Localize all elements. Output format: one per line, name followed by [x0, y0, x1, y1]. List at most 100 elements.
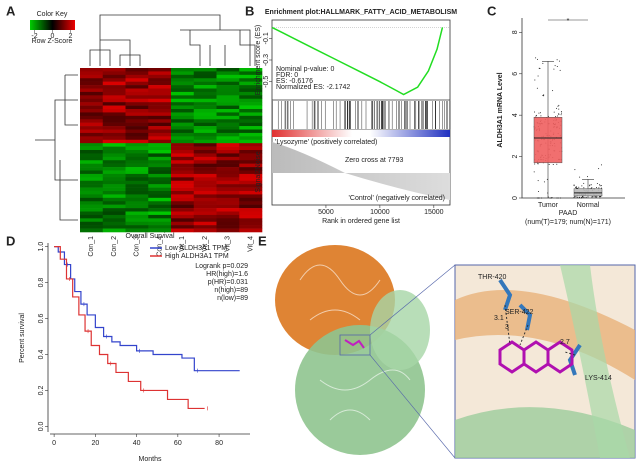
heat-cell — [171, 68, 195, 72]
jitter-point — [598, 187, 600, 189]
signal-area — [272, 142, 450, 200]
heat-cell — [148, 126, 172, 130]
heat-cell — [216, 146, 240, 151]
heat-cell — [125, 214, 149, 219]
heat-cell — [193, 221, 217, 226]
heat-cell — [171, 177, 195, 182]
heat-cell — [216, 221, 240, 226]
heat-cell — [148, 211, 172, 216]
y-tick-label: 4 — [512, 113, 519, 117]
heat-cell — [102, 71, 126, 76]
heat-cell — [216, 68, 240, 72]
heat-cell — [193, 184, 217, 188]
heat-cell — [216, 122, 240, 127]
jitter-point — [543, 181, 545, 183]
jitter-point — [538, 190, 540, 192]
column-label: Vit_1 — [179, 236, 186, 252]
heat-cell — [171, 214, 195, 219]
heat-cell — [102, 218, 126, 223]
heat-cell — [125, 143, 149, 147]
heat-cell — [193, 139, 217, 144]
heat-cell — [216, 156, 240, 161]
heat-cell — [102, 208, 126, 212]
jitter-point — [535, 57, 537, 59]
heat-cell — [216, 208, 240, 212]
heat-cell — [193, 109, 217, 113]
heat-cell — [102, 197, 126, 202]
heat-cell — [216, 180, 240, 185]
heat-cell — [239, 105, 263, 110]
heat-cell — [148, 153, 172, 158]
jitter-point — [576, 186, 578, 188]
heat-cell — [193, 153, 217, 158]
heat-cell — [239, 119, 263, 123]
heat-cell — [171, 122, 195, 127]
heat-cell — [193, 204, 217, 209]
jitter-point — [590, 184, 592, 186]
heat-cell — [239, 218, 263, 223]
heat-cell — [148, 218, 172, 223]
heat-cell — [193, 150, 217, 154]
heat-cell — [239, 201, 263, 205]
heat-cell — [102, 112, 126, 117]
heat-cell — [239, 204, 263, 209]
jitter-point — [542, 95, 544, 97]
heat-cell — [102, 105, 126, 110]
heat-cell — [102, 68, 126, 72]
heat-cell — [171, 191, 195, 195]
heat-cell — [80, 170, 104, 175]
heat-cell — [102, 115, 126, 120]
jitter-point — [554, 65, 556, 67]
heat-cell — [171, 194, 195, 199]
heat-cell — [80, 136, 104, 141]
heat-cell — [171, 150, 195, 154]
heat-cell — [193, 208, 217, 212]
heat-cell — [125, 204, 149, 209]
jitter-point — [561, 112, 563, 114]
survival-curve — [54, 245, 205, 410]
heat-cell — [125, 126, 149, 130]
heat-cell — [216, 136, 240, 141]
heat-cell — [125, 119, 149, 123]
distance-label: 3.1 — [494, 315, 504, 322]
jitter-point — [556, 197, 558, 199]
legend-label: High ALDH3A1 TPM — [165, 253, 229, 260]
heat-cell — [239, 139, 263, 144]
heat-cell — [102, 221, 126, 226]
annotation: 'Control' (negatively correlated) — [349, 195, 445, 202]
heat-cell — [80, 112, 104, 117]
heat-cell — [80, 85, 104, 89]
jitter-point — [576, 196, 578, 198]
heat-cell — [80, 201, 104, 205]
heat-cell — [193, 194, 217, 199]
heat-cell — [171, 85, 195, 89]
heat-cell — [216, 197, 240, 202]
axis — [47, 243, 250, 435]
heat-cell — [148, 115, 172, 120]
heat-cell — [148, 146, 172, 151]
heat-cell — [171, 139, 195, 144]
heat-cell — [80, 98, 104, 103]
column-label: Con_1 — [88, 236, 95, 257]
heat-cell — [148, 105, 172, 110]
heat-cell — [148, 156, 172, 161]
heat-cell — [193, 95, 217, 100]
heat-cell — [102, 194, 126, 199]
heat-cell — [80, 115, 104, 120]
heat-cell — [148, 170, 172, 175]
heat-cell — [239, 150, 263, 154]
heat-cell — [148, 136, 172, 141]
jitter-point — [575, 186, 577, 188]
heat-cell — [239, 74, 263, 79]
heat-cell — [193, 180, 217, 185]
jitter-point — [579, 176, 581, 178]
heat-cell — [171, 173, 195, 178]
plot-title: Overall Survival — [125, 233, 174, 240]
heat-cell — [193, 122, 217, 127]
heat-cell — [80, 180, 104, 185]
heat-cell — [125, 153, 149, 158]
heat-cell — [193, 211, 217, 216]
heat-cell — [125, 160, 149, 164]
heat-cell — [216, 74, 240, 79]
heat-cell — [125, 184, 149, 188]
